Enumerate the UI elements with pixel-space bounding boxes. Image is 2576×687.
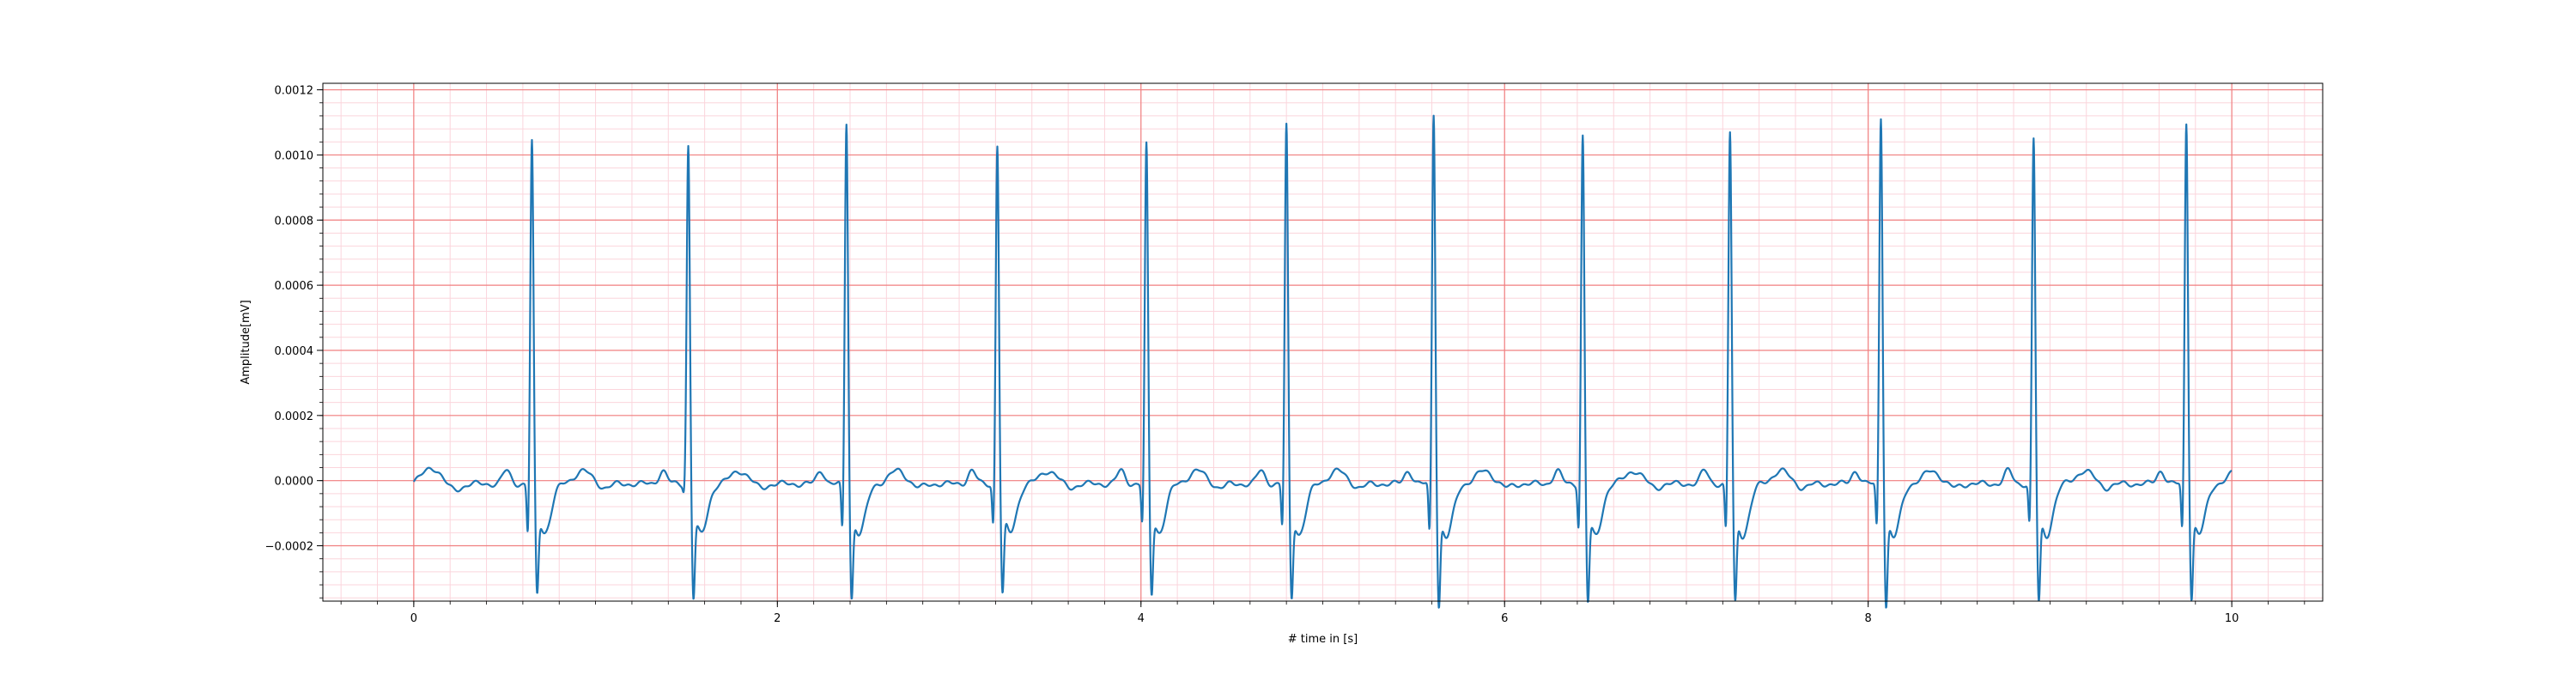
y-tick-label: 0.0008: [275, 215, 314, 228]
x-tick-label: 2: [774, 612, 781, 625]
y-axis-ticks: −0.0002 0.0000 0.0002 0.0004 0.0006 0.0008 0.0…: [265, 85, 323, 599]
y-tick-label: 0.0004: [275, 345, 314, 358]
y-tick-label: 0.0012: [275, 85, 314, 98]
y-tick-label: 0.0006: [275, 280, 314, 293]
major-grid: [323, 83, 2323, 601]
y-tick-label: 0.0000: [275, 476, 314, 489]
ecg-signal-line: [412, 114, 2233, 609]
x-tick-label: 10: [2225, 612, 2239, 625]
y-tick-label: 0.0002: [275, 410, 314, 423]
y-tick-label: 0.0010: [275, 149, 314, 162]
x-axis-ticks: 0 2 4 6 8 10: [340, 601, 2306, 625]
y-axis-label: Amplitude[mV]: [240, 300, 252, 384]
x-axis-label: # time in [s]: [1288, 633, 1358, 646]
x-tick-label: 6: [1501, 612, 1508, 625]
x-tick-label: 8: [1865, 612, 1872, 625]
series-layer: [412, 114, 2233, 609]
x-tick-label: 4: [1138, 612, 1145, 625]
y-tick-label: −0.0002: [265, 541, 313, 554]
x-tick-label: 0: [410, 612, 417, 625]
